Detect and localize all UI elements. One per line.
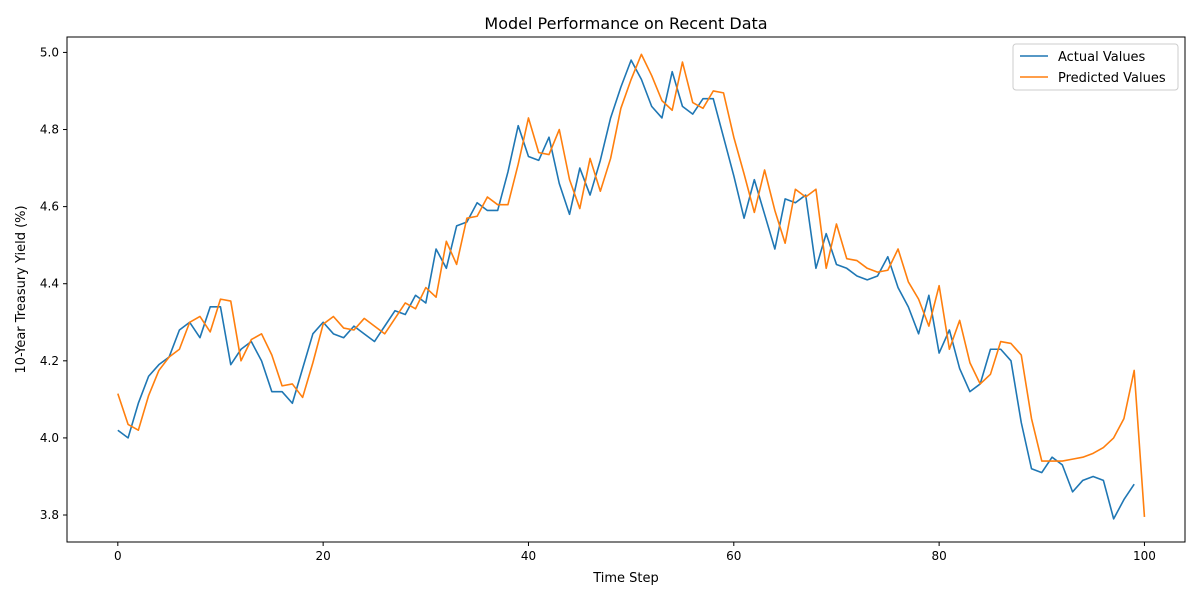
y-tick-label: 4.8: [40, 123, 59, 137]
legend-box: [1012, 43, 1179, 91]
legend: Actual Values Predicted Values: [1012, 43, 1179, 91]
y-tick-label: 3.8: [40, 508, 59, 522]
y-axis-label: 10-Year Treasury Yield (%): [14, 205, 29, 373]
x-tick-label: 80: [931, 549, 946, 563]
x-tick-label: 0: [114, 549, 122, 563]
y-axis-ticks: 3.8 4.0 4.2 4.4 4.6 4.8 5.0: [40, 45, 67, 522]
series-line-predicted: [117, 53, 1146, 517]
y-tick-label: 4.6: [40, 200, 59, 214]
y-tick-label: 4.2: [40, 354, 59, 368]
x-axis-ticks: 0 20 40 60 80 100: [114, 542, 1156, 563]
chart-title: Model Performance on Recent Data: [484, 14, 767, 33]
plot-area: [67, 37, 1185, 542]
series-layer: [117, 53, 1146, 520]
plot-frame: [66, 36, 1186, 543]
x-tick-label: 40: [521, 549, 536, 563]
y-tick-label: 5.0: [40, 45, 59, 59]
legend-label-predicted: Predicted Values: [1058, 71, 1166, 86]
x-axis-label: Time Step: [592, 571, 659, 586]
series-line-actual: [117, 59, 1135, 520]
x-tick-label: 20: [316, 549, 331, 563]
y-tick-label: 4.0: [40, 431, 59, 445]
x-tick-label: 100: [1133, 549, 1156, 563]
y-tick-label: 4.4: [40, 277, 59, 291]
x-tick-label: 60: [726, 549, 741, 563]
legend-label-actual: Actual Values: [1058, 50, 1146, 65]
